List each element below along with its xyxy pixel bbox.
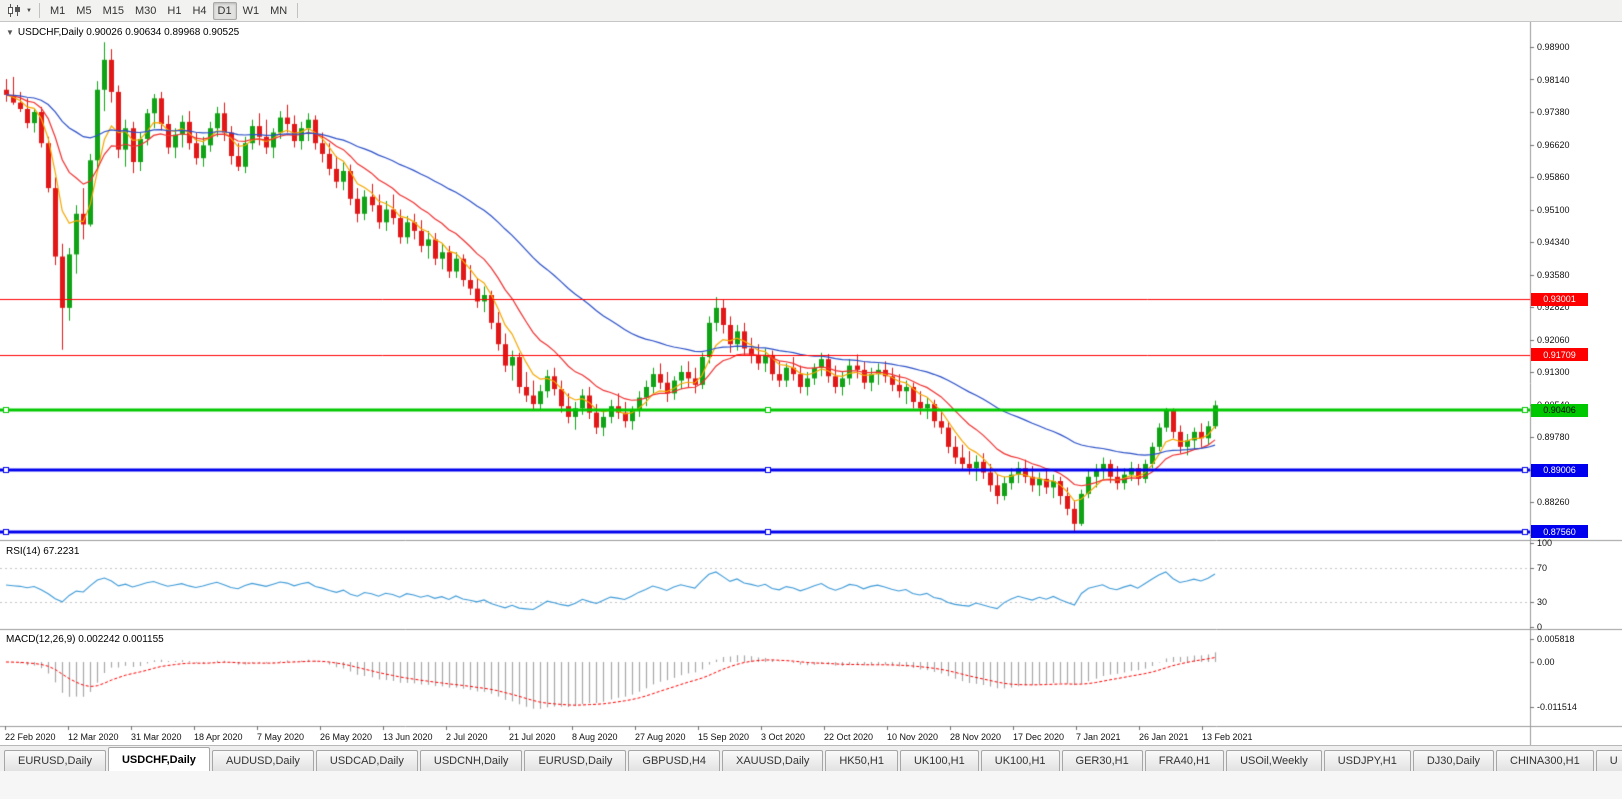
date-axis-label: 12 Mar 2020 — [68, 732, 119, 742]
date-axis-label: 7 May 2020 — [257, 732, 305, 742]
date-axis-label: 26 Jan 2021 — [1139, 732, 1189, 742]
price-line-label: 0.91709 — [1531, 348, 1588, 361]
rsi-axis-label: 70 — [1537, 563, 1548, 574]
chart-tab-xauusd-daily[interactable]: XAUUSD,Daily — [721, 750, 824, 771]
date-axis-label: 21 Jul 2020 — [509, 732, 556, 742]
chart-tab-usdjpy-h1[interactable]: USDJPY,H1 — [1323, 750, 1411, 771]
chart-area: ▼ USDCHF,Daily 0.90026 0.90634 0.89968 0.… — [0, 22, 1622, 745]
chart-tab-dj30-daily[interactable]: DJ30,Daily — [1412, 750, 1495, 771]
rsi-axis-label: 30 — [1537, 596, 1548, 607]
date-axis-label: 3 Oct 2020 — [761, 732, 806, 742]
chart-overlay: ▼ USDCHF,Daily 0.90026 0.90634 0.89968 0.… — [0, 22, 1622, 745]
candlestick-chart-icon[interactable] — [4, 2, 24, 20]
date-axis-label: 17 Dec 2020 — [1013, 732, 1065, 742]
date-axis-label: 8 Aug 2020 — [572, 732, 618, 742]
price-axis-label: 0.91300 — [1537, 367, 1570, 377]
macd-axis-label: 0.00 — [1537, 657, 1555, 667]
chart-tab-usdcnh-daily[interactable]: USDCNH,Daily — [419, 750, 523, 771]
date-axis-label: 7 Jan 2021 — [1076, 732, 1121, 742]
chart-tabbar: EURUSD,Daily USDCHF,Daily AUDUSD,Daily USDC… — [0, 745, 1622, 771]
price-axis-label: 0.98900 — [1537, 42, 1570, 52]
rsi-axis-label: 0 — [1537, 622, 1543, 632]
chart-tab-u[interactable]: U — [1595, 750, 1622, 771]
status-strip — [0, 771, 1622, 799]
one-click-trading-arrow-icon[interactable]: ▼ — [6, 28, 14, 37]
date-axis-label: 2 Jul 2020 — [446, 732, 488, 742]
macd-axis-label: 0.005818 — [1537, 634, 1575, 645]
date-axis-label: 22 Feb 2020 — [5, 732, 56, 742]
price-axis-label: 0.92060 — [1537, 334, 1570, 345]
toolbar-separator — [297, 3, 299, 18]
price-axis-label: 0.97380 — [1537, 107, 1570, 117]
price-axis-label: 0.94340 — [1537, 237, 1570, 247]
chart-tab-ger30-h1[interactable]: GER30,H1 — [1061, 750, 1143, 771]
price-axis-label: 0.96620 — [1537, 139, 1570, 150]
chart-title-text: USDCHF,Daily 0.90026 0.90634 0.89968 0.9… — [17, 27, 240, 38]
price-axis-label: 0.95100 — [1537, 204, 1570, 215]
chart-tab-china300-h1[interactable]: CHINA300,H1 — [1496, 750, 1594, 771]
timeframe-button-m5[interactable]: M5 — [76, 4, 92, 17]
chart-tab-eurusd-daily[interactable]: EURUSD,Daily — [524, 750, 627, 771]
price-axis-label: 0.88260 — [1537, 497, 1570, 507]
price-axis-label: 0.98140 — [1537, 74, 1570, 85]
chart-tab-gbpusd-h4[interactable]: GBPUSD,H4 — [628, 750, 720, 771]
timeframe-button-h4[interactable]: H4 — [192, 4, 207, 17]
chart-type-dropdown-arrow-icon[interactable]: ▼ — [26, 7, 32, 14]
date-axis-label: 13 Feb 2021 — [1202, 732, 1253, 742]
timeframe-button-h1[interactable]: H1 — [167, 4, 182, 17]
timeframe-button-mn[interactable]: MN — [270, 4, 288, 17]
macd-axis-label: -0.011514 — [1537, 701, 1577, 712]
toolbar-separator — [39, 3, 40, 18]
price-axis-label: 0.95860 — [1537, 172, 1570, 182]
chart-tab-uk100-h1[interactable]: UK100,H1 — [980, 750, 1060, 771]
date-axis-label: 28 Nov 2020 — [950, 732, 1002, 742]
rsi-axis-label: 100 — [1537, 538, 1553, 548]
timeframe-button-m15[interactable]: M15 — [102, 4, 124, 17]
chart-tab-usdcad-daily[interactable]: USDCAD,Daily — [315, 750, 418, 771]
date-axis-label: 15 Sep 2020 — [698, 732, 750, 742]
chart-tab-usoil-weekly[interactable]: USOil,Weekly — [1226, 750, 1322, 771]
rsi-indicator-label: RSI(14) 67.2231 — [6, 546, 80, 557]
chart-tab-fra40-h1[interactable]: FRA40,H1 — [1144, 750, 1225, 771]
timeframe-button-w1[interactable]: W1 — [242, 4, 260, 17]
date-axis-label: 10 Nov 2020 — [887, 732, 939, 742]
timeframe-button-m1[interactable]: M1 — [50, 4, 66, 17]
chart-tab-usdchf-daily[interactable]: USDCHF,Daily — [107, 747, 210, 771]
chart-tab-uk100-h1[interactable]: UK100,H1 — [899, 750, 979, 771]
date-axis-label: 31 Mar 2020 — [131, 732, 182, 742]
price-line-label: 0.89006 — [1531, 463, 1588, 477]
chart-title: ▼ USDCHF,Daily 0.90026 0.90634 0.89968 0.… — [6, 27, 239, 38]
price-line-label: 0.90406 — [1531, 403, 1588, 417]
price-axis-label: 0.89780 — [1537, 432, 1570, 442]
date-axis-label: 13 Jun 2020 — [383, 732, 433, 742]
chart-tab-eurusd-daily[interactable]: EURUSD,Daily — [4, 750, 106, 771]
timeframe-button-m30[interactable]: M30 — [134, 4, 157, 17]
timeframe-buttons: M1 M5 M15 M30 H1 H4 D1 W1 MN — [45, 1, 292, 20]
top-toolbar: ▼ M1 M5 M15 M30 H1 H4 D1 W1 MN — [0, 0, 1622, 22]
chart-tab-audusd-daily[interactable]: AUDUSD,Daily — [211, 750, 314, 771]
price-axis-label: 0.92820 — [1537, 302, 1570, 312]
date-axis-label: 27 Aug 2020 — [635, 732, 686, 742]
price-line-label: 0.87560 — [1531, 525, 1588, 539]
date-axis-label: 18 Apr 2020 — [194, 732, 243, 742]
timeframe-button-d1[interactable]: D1 — [212, 1, 237, 20]
date-axis-label: 22 Oct 2020 — [824, 732, 874, 742]
macd-indicator-label: MACD(12,26,9) 0.002242 0.001155 — [6, 634, 164, 645]
date-axis-label: 26 May 2020 — [320, 732, 373, 742]
price-axis-label: 0.93580 — [1537, 269, 1570, 280]
chart-tab-hk50-h1[interactable]: HK50,H1 — [825, 750, 898, 771]
price-line-label: 0.93001 — [1531, 292, 1588, 306]
price-chart-canvas[interactable] — [0, 22, 1622, 745]
